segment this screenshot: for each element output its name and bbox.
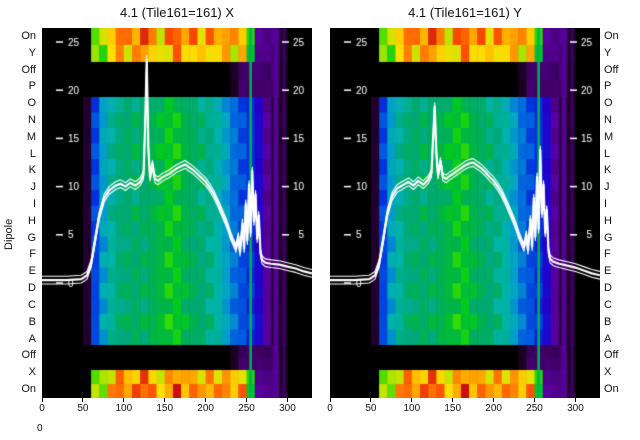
side-label: Y bbox=[28, 46, 36, 59]
side-label: E bbox=[604, 265, 612, 278]
x-tick-mark bbox=[370, 398, 372, 402]
x-ticks-y: 0 50 100 150 200 250 300 bbox=[327, 398, 600, 418]
x-tick-mark bbox=[493, 398, 495, 402]
side-label: M bbox=[26, 130, 36, 143]
panel-title-x: 4.1 (Tile161=161) X bbox=[119, 5, 235, 20]
side-label: Off bbox=[21, 349, 36, 362]
panel-x bbox=[42, 28, 312, 398]
side-label: O bbox=[604, 97, 613, 110]
x-tick-label: 250 bbox=[238, 403, 255, 414]
x-tick-label: 100 bbox=[115, 403, 133, 414]
side-label: X bbox=[28, 366, 36, 379]
x-tick-mark bbox=[41, 398, 43, 402]
side-label: B bbox=[28, 315, 36, 328]
side-label: Off bbox=[21, 63, 36, 76]
side-label: L bbox=[604, 147, 611, 160]
side-label: F bbox=[29, 248, 36, 261]
side-label: B bbox=[604, 315, 612, 328]
side-label: K bbox=[604, 164, 612, 177]
side-label: P bbox=[28, 80, 36, 93]
x-tick-mark bbox=[534, 398, 536, 402]
side-labels-left: On Y Off P O N M L K J I H G F E D C B A Off X On bbox=[10, 28, 36, 398]
x-tick-mark bbox=[246, 398, 248, 402]
x-tick-mark bbox=[164, 398, 166, 402]
side-label: A bbox=[604, 332, 612, 345]
heatmap-canvas-x bbox=[42, 28, 312, 398]
side-label: D bbox=[604, 282, 612, 295]
side-label: Off bbox=[604, 63, 619, 76]
corner-axis-label: 0 bbox=[37, 423, 43, 434]
x-tick-label: 200 bbox=[197, 403, 214, 414]
side-label: D bbox=[28, 282, 36, 295]
x-ticks-x: 0 50 100 150 200 250 300 bbox=[39, 398, 312, 418]
side-label: O bbox=[27, 97, 36, 110]
x-tick-label: 200 bbox=[485, 403, 502, 414]
panel-y bbox=[330, 28, 600, 398]
side-label: I bbox=[604, 198, 608, 211]
side-label: G bbox=[604, 231, 613, 244]
x-tick-mark bbox=[574, 398, 576, 402]
side-label: M bbox=[604, 130, 614, 143]
x-tick-mark bbox=[452, 398, 454, 402]
side-label: On bbox=[604, 29, 619, 42]
side-label: N bbox=[28, 113, 36, 126]
x-tick-label: 300 bbox=[279, 403, 296, 414]
x-tick-label: 150 bbox=[444, 403, 462, 414]
side-label: On bbox=[21, 29, 36, 42]
x-tick-label: 0 bbox=[327, 403, 333, 414]
x-tick-mark bbox=[286, 398, 288, 402]
x-tick-mark bbox=[329, 398, 331, 402]
x-tick-label: 50 bbox=[365, 403, 377, 414]
side-label: A bbox=[28, 332, 36, 345]
side-label: J bbox=[604, 181, 610, 194]
side-label: E bbox=[28, 265, 36, 278]
side-labels-right: On Y Off P O N M L K J I H G F E D C B A Off X On bbox=[604, 28, 636, 398]
x-tick-mark bbox=[205, 398, 207, 402]
side-label: X bbox=[604, 366, 612, 379]
x-tick-label: 50 bbox=[77, 403, 89, 414]
side-label: H bbox=[28, 214, 36, 227]
side-label: F bbox=[604, 248, 611, 261]
side-label: H bbox=[604, 214, 612, 227]
side-label: On bbox=[604, 382, 619, 395]
side-label: I bbox=[32, 198, 36, 211]
heatmap-canvas-y bbox=[330, 28, 600, 398]
x-tick-label: 250 bbox=[526, 403, 543, 414]
panel-title-y: 4.1 (Tile161=161) Y bbox=[408, 5, 522, 20]
x-tick-mark bbox=[411, 398, 413, 402]
side-label: C bbox=[604, 298, 612, 311]
x-tick-label: 150 bbox=[156, 403, 174, 414]
side-label: N bbox=[604, 113, 612, 126]
x-tick-mark bbox=[82, 398, 84, 402]
side-label: G bbox=[27, 231, 36, 244]
x-tick-label: 100 bbox=[403, 403, 421, 414]
side-label: J bbox=[30, 181, 37, 194]
x-tick-label: 300 bbox=[567, 403, 584, 414]
side-label: P bbox=[604, 80, 612, 93]
side-label: Y bbox=[604, 46, 612, 59]
side-label: C bbox=[28, 298, 36, 311]
x-tick-label: 0 bbox=[39, 403, 45, 414]
side-label: Off bbox=[604, 349, 619, 362]
side-label: K bbox=[28, 164, 36, 177]
side-label: On bbox=[21, 382, 36, 395]
side-label: L bbox=[29, 147, 36, 160]
x-tick-mark bbox=[123, 398, 125, 402]
